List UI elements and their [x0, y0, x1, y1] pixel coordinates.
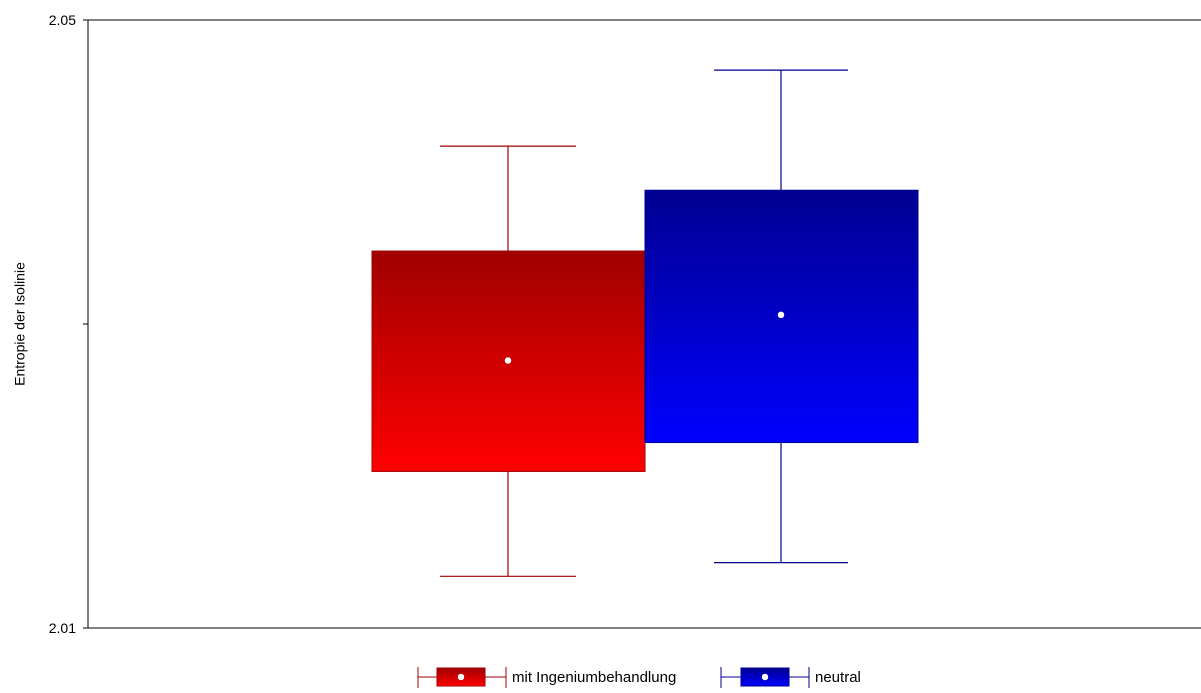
series-1 [644, 69, 919, 564]
legend-mean-0 [457, 673, 465, 681]
y-tick-label-0: 2.01 [49, 620, 76, 636]
mean-marker-1 [777, 311, 785, 319]
series-0 [371, 145, 646, 577]
legend: mit Ingeniumbehandlung neutral [417, 667, 861, 688]
boxes [371, 69, 919, 577]
legend-mean-1 [761, 673, 769, 681]
y-ticks: 2.01 2.05 [49, 12, 88, 636]
y-axis-title: Entropie der Isolinie [12, 262, 28, 386]
legend-label-1: neutral [815, 669, 861, 686]
legend-label-0: mit Ingeniumbehandlung [512, 669, 676, 686]
legend-item-1: neutral [720, 667, 861, 688]
legend-item-0: mit Ingeniumbehandlung [417, 667, 676, 688]
mean-marker-0 [504, 356, 512, 365]
y-tick-label-2: 2.05 [49, 12, 76, 28]
